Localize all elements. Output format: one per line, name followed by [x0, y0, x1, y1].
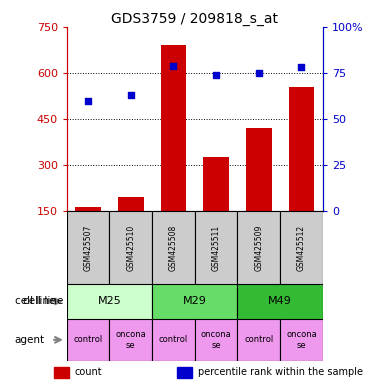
Text: M49: M49 [268, 296, 292, 306]
Bar [152, 284, 237, 319]
Text: GSM425510: GSM425510 [126, 225, 135, 271]
Text: oncona
se: oncona se [115, 330, 146, 349]
Bar [161, 45, 186, 211]
Bar [280, 319, 323, 361]
Text: count: count [75, 367, 102, 377]
Bar [203, 157, 229, 211]
Bar [67, 211, 109, 284]
Bar [152, 211, 195, 284]
Text: cell line: cell line [15, 296, 55, 306]
Point [298, 65, 304, 71]
Text: M25: M25 [98, 296, 121, 306]
Bar [118, 197, 144, 211]
Bar [195, 211, 237, 284]
Bar [195, 319, 237, 361]
Point [85, 98, 91, 104]
Text: GSM425509: GSM425509 [254, 225, 263, 271]
Text: M29: M29 [183, 296, 207, 306]
Point [171, 63, 177, 69]
Bar [67, 319, 109, 361]
Text: GSM425511: GSM425511 [211, 225, 221, 271]
Bar [67, 284, 152, 319]
Text: GSM425507: GSM425507 [83, 225, 93, 271]
Text: control: control [73, 335, 103, 344]
Text: GSM425508: GSM425508 [169, 225, 178, 271]
Bar [109, 211, 152, 284]
Bar [237, 211, 280, 284]
Point [128, 92, 134, 98]
Text: percentile rank within the sample: percentile rank within the sample [198, 367, 363, 377]
Bar [54, 367, 69, 378]
Bar [289, 87, 314, 211]
Text: cell line: cell line [23, 296, 63, 306]
Text: GSM425512: GSM425512 [297, 225, 306, 271]
Text: oncona
se: oncona se [286, 330, 317, 349]
Text: control: control [244, 335, 273, 344]
Bar [237, 319, 280, 361]
Bar [75, 207, 101, 211]
Text: agent: agent [15, 335, 45, 345]
Bar [152, 319, 195, 361]
Text: oncona
se: oncona se [201, 330, 232, 349]
Point [256, 70, 262, 76]
Title: GDS3759 / 209818_s_at: GDS3759 / 209818_s_at [111, 12, 278, 26]
Bar [280, 211, 323, 284]
Point [213, 72, 219, 78]
Text: control: control [159, 335, 188, 344]
Bar [246, 128, 272, 211]
Bar [109, 319, 152, 361]
Bar [177, 367, 192, 378]
Bar [237, 284, 323, 319]
